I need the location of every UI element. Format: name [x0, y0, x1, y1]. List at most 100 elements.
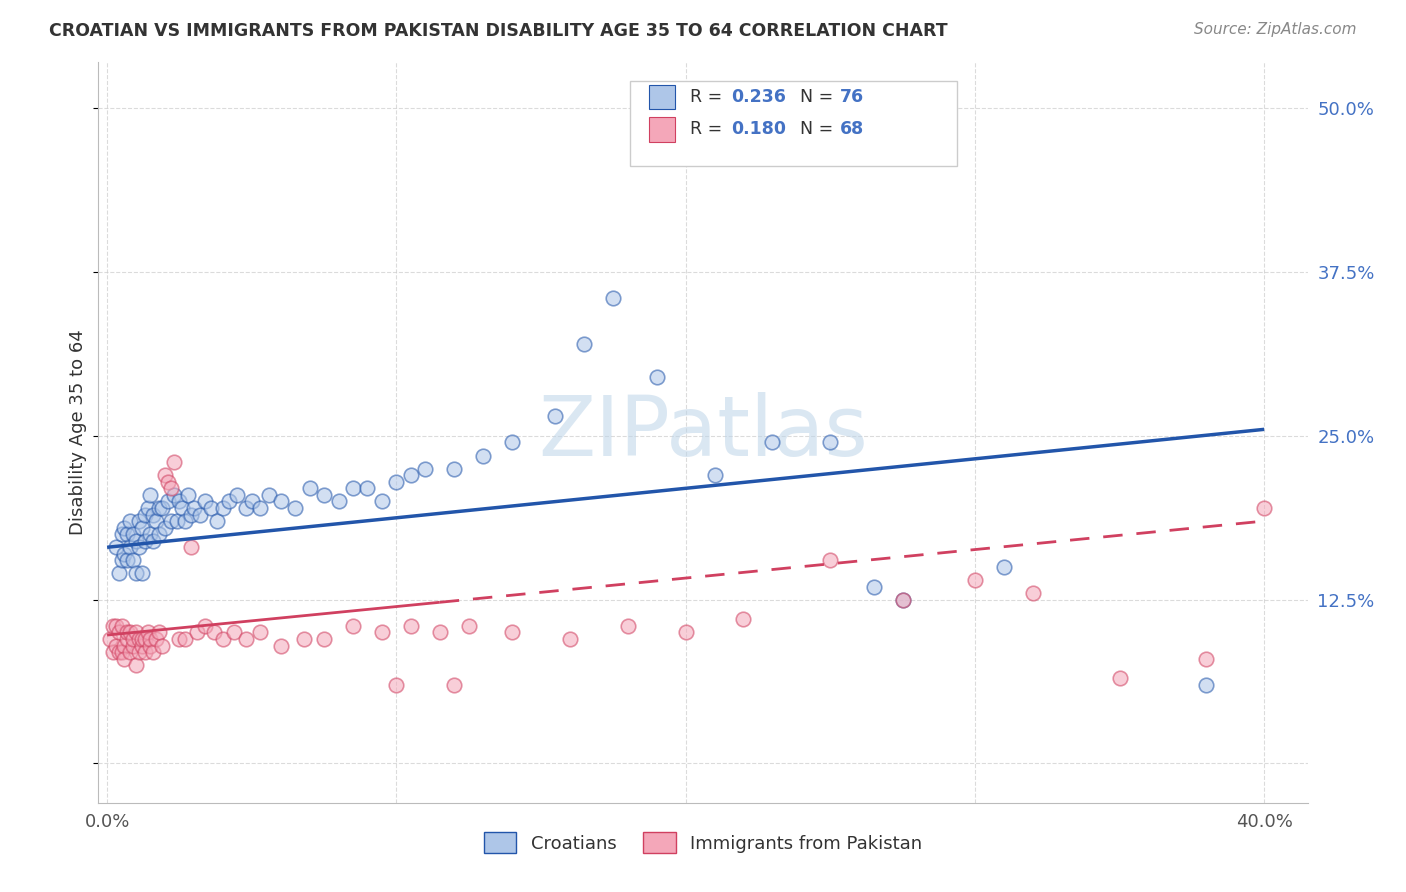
Point: [125, 566, 148, 581]
Point: [134, 645, 156, 659]
Point: [443, 461, 465, 475]
Point: [249, 500, 271, 515]
Point: [544, 409, 567, 424]
Point: [122, 639, 145, 653]
Point: [194, 494, 217, 508]
Point: [328, 494, 350, 508]
Text: N =: N =: [800, 88, 838, 106]
Point: [142, 645, 165, 659]
Text: 68: 68: [839, 120, 863, 138]
Point: [117, 625, 139, 640]
Point: [235, 500, 257, 515]
Text: 76: 76: [839, 88, 863, 106]
Point: [183, 500, 205, 515]
Point: [114, 639, 136, 653]
Point: [240, 494, 263, 508]
Point: [820, 553, 842, 567]
Point: [270, 494, 292, 508]
Point: [457, 619, 479, 633]
Point: [194, 619, 217, 633]
Point: [356, 481, 378, 495]
Point: [148, 625, 170, 640]
Point: [148, 500, 170, 515]
Point: [235, 632, 257, 646]
Text: 0.180: 0.180: [731, 120, 786, 138]
Point: [139, 632, 162, 646]
Point: [156, 494, 179, 508]
Point: [107, 566, 129, 581]
Point: [1195, 651, 1218, 665]
Point: [117, 553, 139, 567]
Legend: Croatians, Immigrants from Pakistan: Croatians, Immigrants from Pakistan: [477, 825, 929, 861]
FancyBboxPatch shape: [630, 81, 957, 166]
Point: [472, 449, 495, 463]
Point: [501, 435, 523, 450]
Point: [200, 500, 222, 515]
Point: [169, 494, 191, 508]
Point: [1253, 500, 1275, 515]
Point: [342, 481, 364, 495]
Point: [188, 508, 211, 522]
Point: [122, 553, 145, 567]
Point: [385, 678, 408, 692]
Point: [117, 632, 139, 646]
Point: [1195, 678, 1218, 692]
Point: [602, 291, 624, 305]
Point: [703, 468, 725, 483]
Point: [145, 632, 167, 646]
Point: [148, 527, 170, 541]
Point: [150, 639, 173, 653]
Point: [675, 625, 697, 640]
Point: [125, 658, 148, 673]
Point: [110, 553, 132, 567]
Point: [385, 475, 408, 489]
Point: [125, 625, 148, 640]
Point: [153, 468, 176, 483]
Point: [180, 508, 202, 522]
Point: [139, 527, 162, 541]
Point: [226, 488, 249, 502]
Point: [180, 541, 202, 555]
Point: [399, 619, 422, 633]
Point: [156, 475, 179, 489]
Point: [110, 527, 132, 541]
Point: [110, 645, 132, 659]
FancyBboxPatch shape: [648, 85, 675, 109]
Point: [153, 521, 176, 535]
Point: [205, 514, 228, 528]
Point: [159, 514, 181, 528]
Point: [169, 632, 191, 646]
Point: [174, 632, 197, 646]
Point: [114, 547, 136, 561]
Text: CROATIAN VS IMMIGRANTS FROM PAKISTAN DISABILITY AGE 35 TO 64 CORRELATION CHART: CROATIAN VS IMMIGRANTS FROM PAKISTAN DIS…: [49, 22, 948, 40]
Point: [174, 514, 197, 528]
Point: [131, 632, 153, 646]
Point: [371, 625, 394, 640]
Point: [963, 573, 986, 587]
Point: [993, 560, 1015, 574]
Point: [1022, 586, 1045, 600]
Text: 0.236: 0.236: [731, 88, 786, 106]
Point: [125, 533, 148, 548]
Point: [443, 678, 465, 692]
Point: [1108, 671, 1130, 685]
Point: [761, 435, 783, 450]
Text: R =: R =: [690, 88, 727, 106]
Point: [312, 632, 335, 646]
Point: [617, 619, 640, 633]
Point: [429, 625, 451, 640]
Point: [136, 500, 159, 515]
Point: [342, 619, 364, 633]
Text: ZIPatlas: ZIPatlas: [538, 392, 868, 473]
Point: [891, 592, 914, 607]
Point: [177, 488, 200, 502]
Point: [128, 541, 150, 555]
Point: [110, 619, 132, 633]
Point: [101, 619, 124, 633]
Point: [142, 508, 165, 522]
Point: [120, 514, 142, 528]
Point: [862, 580, 884, 594]
Point: [211, 500, 233, 515]
Point: [128, 514, 150, 528]
Point: [139, 639, 162, 653]
